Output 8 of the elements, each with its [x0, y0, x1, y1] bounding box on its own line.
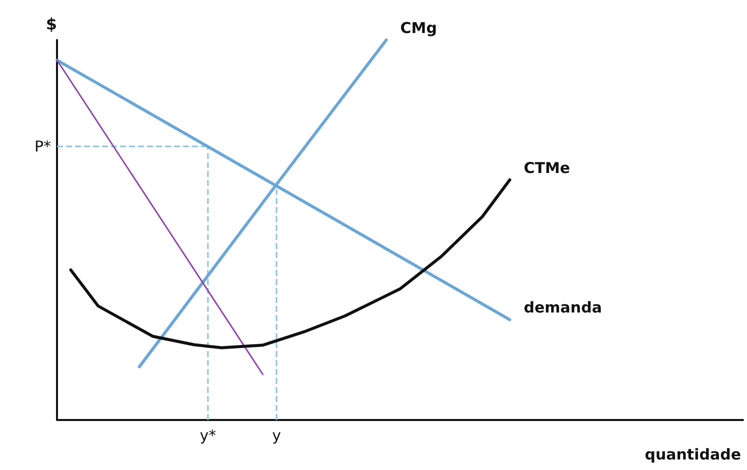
series-label: CTMe	[524, 158, 570, 177]
series-label: CMg	[400, 19, 437, 37]
y-axis-title: $	[46, 14, 57, 34]
x-tick-label: y*	[200, 426, 217, 444]
series-label: demanda	[524, 298, 602, 317]
x-tick-label: y	[272, 426, 282, 444]
ref-line-label: P*	[34, 137, 52, 156]
x-axis-title: quantidade	[644, 446, 742, 464]
